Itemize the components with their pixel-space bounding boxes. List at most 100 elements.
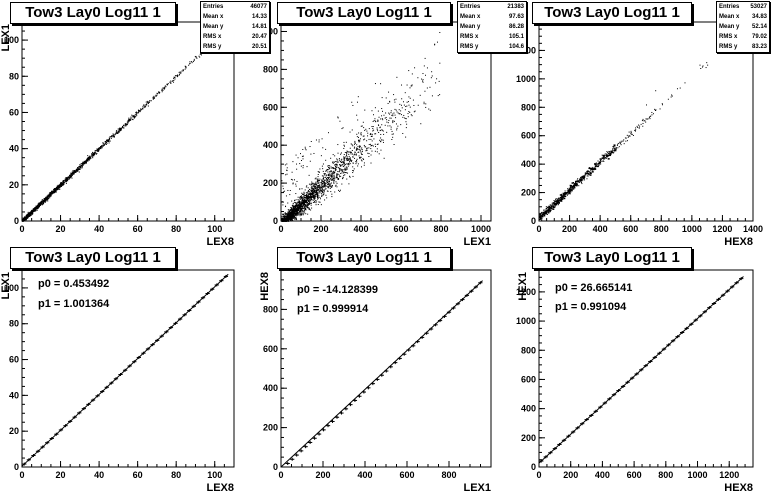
data-point — [612, 147, 614, 149]
data-point — [409, 97, 411, 99]
data-point — [289, 194, 291, 196]
data-point — [381, 124, 383, 126]
data-point — [357, 165, 359, 167]
stats-row: RMS y 20.51 — [201, 42, 269, 52]
data-point — [137, 112, 139, 114]
data-point — [110, 137, 112, 139]
data-point — [598, 164, 600, 166]
x-tick-label: 100 — [207, 470, 222, 480]
data-point — [540, 215, 542, 217]
data-point — [51, 192, 53, 194]
data-point — [185, 66, 187, 68]
data-point — [311, 185, 313, 187]
data-point — [594, 165, 597, 168]
data-point — [604, 153, 606, 155]
data-point — [88, 156, 90, 158]
data-point — [355, 153, 357, 155]
data-point — [62, 180, 64, 182]
stats-row: Mean x 97.63 — [458, 12, 526, 22]
data-point — [180, 72, 182, 74]
data-point — [308, 207, 310, 209]
data-point — [71, 173, 73, 175]
data-point — [306, 195, 308, 197]
data-point — [559, 198, 561, 200]
data-point — [350, 153, 352, 155]
data-point — [162, 87, 164, 89]
data-point — [335, 165, 337, 167]
data-point — [310, 196, 312, 198]
data-point — [287, 216, 289, 218]
data-point — [343, 161, 345, 163]
data-point — [91, 155, 93, 157]
data-point — [136, 112, 138, 114]
data-point — [588, 167, 590, 169]
data-point — [329, 171, 331, 173]
data-point — [539, 218, 541, 220]
stats-label: Mean x — [203, 14, 224, 20]
data-point — [341, 170, 343, 172]
data-point — [284, 220, 286, 222]
data-point — [82, 161, 84, 163]
data-point — [117, 132, 119, 134]
data-point — [83, 160, 85, 162]
data-point — [321, 195, 323, 197]
data-point — [414, 67, 416, 69]
data-point — [343, 169, 345, 171]
data-point — [320, 189, 322, 191]
data-point — [352, 172, 354, 174]
data-point — [635, 127, 637, 129]
data-point — [104, 141, 106, 143]
data-point — [566, 194, 568, 196]
data-point — [290, 214, 292, 216]
data-point — [563, 193, 565, 195]
data-point — [328, 175, 330, 177]
data-point — [381, 129, 383, 131]
x-axis-label: LEX8 — [206, 482, 234, 492]
data-point — [549, 204, 551, 206]
data-point — [586, 175, 588, 177]
data-point — [591, 171, 594, 173]
data-point — [359, 149, 361, 151]
data-point — [602, 159, 604, 161]
data-point — [414, 110, 416, 112]
data-point — [304, 200, 306, 202]
data-point — [303, 209, 305, 211]
data-point — [124, 123, 126, 125]
data-point — [294, 200, 296, 202]
data-point — [290, 211, 292, 213]
data-point — [337, 159, 339, 161]
data-point — [295, 202, 297, 204]
data-point — [105, 141, 107, 143]
data-point — [327, 186, 329, 188]
y-tick-label: 1000 — [516, 74, 536, 84]
data-point — [330, 174, 332, 176]
data-point — [318, 171, 320, 173]
data-point — [413, 104, 415, 106]
data-point — [333, 182, 335, 184]
data-point — [368, 128, 370, 130]
data-point — [310, 188, 312, 190]
data-point — [422, 73, 424, 75]
data-point — [365, 128, 367, 130]
x-tick-label: 1000 — [682, 224, 702, 234]
data-point — [87, 160, 89, 162]
data-point — [127, 120, 129, 122]
data-point — [44, 198, 46, 200]
data-point — [290, 212, 292, 214]
data-point — [540, 218, 542, 220]
data-point — [146, 103, 148, 105]
data-point — [53, 189, 55, 191]
data-point — [328, 165, 330, 167]
data-point — [326, 190, 328, 192]
data-point — [100, 148, 102, 150]
data-point — [330, 182, 332, 184]
data-point — [307, 203, 309, 205]
data-point — [342, 163, 344, 165]
data-point — [345, 166, 347, 168]
data-point — [541, 211, 543, 213]
data-point — [600, 163, 602, 165]
data-point — [328, 178, 330, 180]
data-point — [390, 128, 392, 130]
data-point — [555, 198, 557, 200]
data-point — [607, 158, 610, 160]
